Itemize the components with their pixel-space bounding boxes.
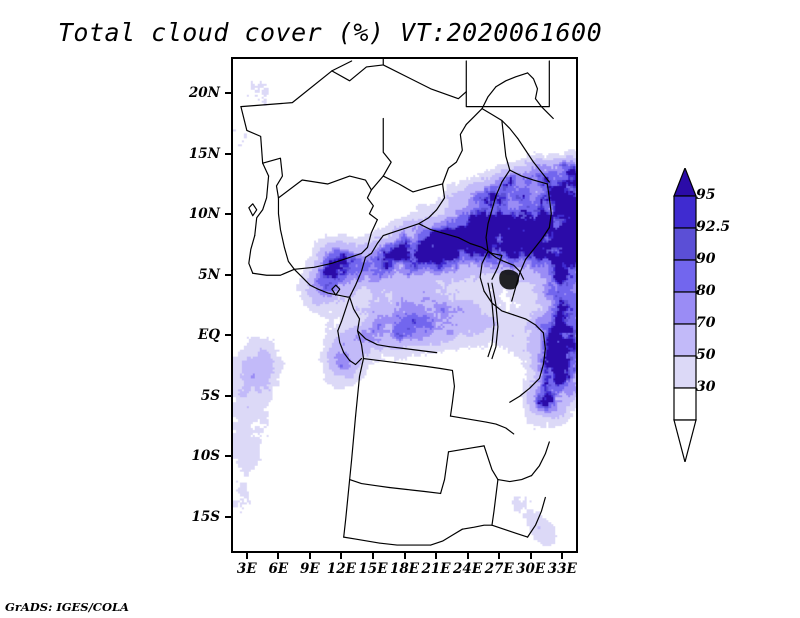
- colorbar-band-90-92.5: [673, 227, 697, 261]
- x-axis-label: 27E: [484, 561, 514, 577]
- colorbar-label: 70: [696, 315, 716, 331]
- colorbar-label: 90: [696, 251, 716, 267]
- map-plot-area: [231, 57, 578, 553]
- x-axis-label: 33E: [547, 561, 577, 577]
- colorbar-band-92.5-95: [673, 195, 697, 229]
- x-axis-label: 24E: [453, 561, 483, 577]
- x-tick-24e: [466, 553, 469, 559]
- colorbar-band-70-80: [673, 291, 697, 325]
- x-tick-6e: [277, 553, 280, 559]
- y-tick-15n: [225, 152, 231, 155]
- y-axis-label: 15N: [188, 145, 220, 162]
- colorbar-cap-bottom: [673, 419, 697, 462]
- colorbar-label: 92.5: [696, 219, 731, 235]
- colorbar-band-<30: [673, 387, 697, 421]
- colorbar-label: 30: [696, 379, 716, 395]
- x-tick-3e: [245, 553, 248, 559]
- attribution-footer: GrADS: IGES/COLA: [5, 600, 129, 614]
- x-tick-18e: [403, 553, 406, 559]
- colorbar-band-30-50: [673, 355, 697, 389]
- x-axis-label: 12E: [326, 561, 356, 577]
- y-tick-15s: [225, 515, 231, 518]
- colorbar-cap-top: [673, 168, 697, 197]
- x-axis-label: 30E: [516, 561, 546, 577]
- x-axis-label: 21E: [421, 561, 451, 577]
- y-axis-label: 5S: [200, 387, 220, 404]
- x-tick-15e: [371, 553, 374, 559]
- y-tick-10s: [225, 455, 231, 458]
- colorbar-label: 80: [696, 283, 716, 299]
- x-tick-12e: [340, 553, 343, 559]
- y-axis-label: 15S: [191, 508, 220, 525]
- y-axis-label: 20N: [188, 85, 220, 102]
- y-axis-label: 5N: [198, 266, 220, 283]
- y-axis-label: EQ: [197, 327, 220, 344]
- y-tick-5s: [225, 394, 231, 397]
- x-axis-label: 9E: [300, 561, 320, 577]
- x-axis-label: 15E: [358, 561, 388, 577]
- y-tick-5n: [225, 273, 231, 276]
- y-axis-label: 10S: [191, 448, 220, 465]
- colorbar-band-80-90: [673, 259, 697, 293]
- colorbar-label: 50: [696, 347, 716, 363]
- x-tick-30e: [529, 553, 532, 559]
- x-axis-label: 3E: [236, 561, 257, 577]
- y-tick-10n: [225, 213, 231, 216]
- x-tick-33e: [561, 553, 564, 559]
- colorbar-label: 95: [696, 187, 716, 203]
- x-tick-27e: [498, 553, 501, 559]
- page-title: Total cloud cover (%) VT:2020061600: [57, 18, 603, 47]
- colorbar-band-50-70: [673, 323, 697, 357]
- x-tick-9e: [308, 553, 311, 559]
- x-axis-label: 18E: [389, 561, 420, 577]
- x-tick-21e: [435, 553, 438, 559]
- colorbar: [668, 168, 702, 462]
- colorbar-swatches: [673, 168, 697, 462]
- cloud-cover-raster: [233, 59, 576, 551]
- x-axis-label: 6E: [268, 561, 289, 577]
- y-tick-eq: [225, 334, 231, 337]
- y-tick-20n: [225, 92, 231, 95]
- y-axis-label: 10N: [188, 206, 220, 223]
